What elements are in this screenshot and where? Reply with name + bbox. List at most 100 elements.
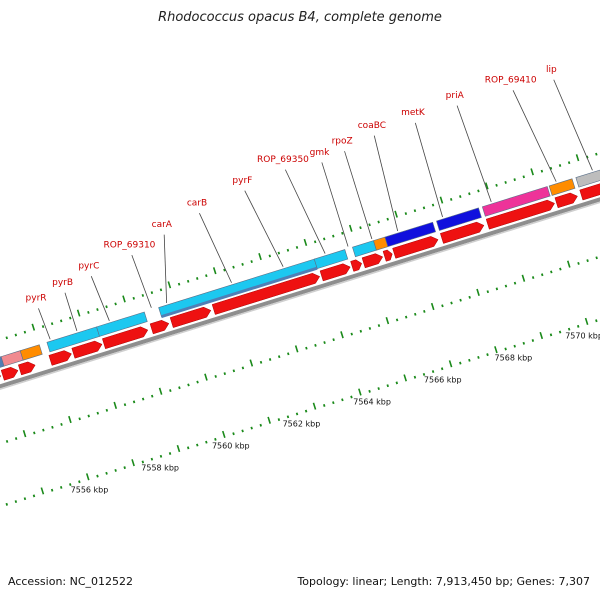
tick-mark [5, 336, 8, 340]
tick-mark [332, 234, 335, 238]
gene-leader-line [163, 234, 168, 303]
cds-arrow[interactable] [71, 340, 103, 359]
gene-leader-line [38, 308, 51, 340]
feature-block[interactable] [19, 344, 43, 361]
cds-arrow[interactable] [579, 177, 600, 201]
tick-mark [60, 423, 63, 426]
tick-mark [468, 192, 471, 196]
gene-label[interactable]: coaBC [358, 121, 386, 131]
tick-mark [5, 502, 9, 506]
feature-block[interactable] [436, 207, 482, 231]
tick-mark [277, 251, 281, 255]
tick-mark [312, 402, 317, 410]
gene-label[interactable]: gmk [310, 148, 330, 158]
gene-leader-line [344, 151, 373, 240]
feature-block[interactable] [384, 221, 436, 247]
cds-arrow[interactable] [149, 319, 170, 335]
gene-label[interactable]: priA [446, 91, 465, 101]
tick-mark [332, 338, 335, 342]
tick-mark [422, 372, 426, 376]
gene-label[interactable]: pyrC [78, 262, 99, 272]
tick-mark [359, 226, 362, 230]
gene-label[interactable]: rpoZ [332, 137, 353, 147]
tick-mark [232, 432, 235, 436]
cds-arrow[interactable] [169, 306, 212, 328]
feature-block[interactable] [575, 166, 600, 188]
tick-mark [522, 175, 525, 179]
tick-mark [350, 395, 353, 399]
tick-mark [558, 330, 562, 334]
gene-label[interactable]: pyrF [232, 176, 252, 186]
tick-mark [105, 305, 108, 309]
gene-label[interactable]: carB [187, 199, 207, 209]
cds-arrow[interactable] [392, 236, 439, 259]
feature-block-underlay[interactable] [161, 266, 318, 319]
tick-mark [323, 404, 326, 407]
tick-mark [50, 322, 54, 326]
gene-label[interactable]: metK [401, 108, 426, 118]
cds-arrow[interactable] [18, 361, 36, 376]
tick-mark [459, 361, 462, 365]
tick-mark [549, 166, 553, 170]
feature-block[interactable] [96, 311, 148, 337]
tick-mark [187, 383, 190, 387]
tick-mark [468, 295, 471, 299]
cds-arrow[interactable] [48, 350, 72, 366]
tick-mark [78, 480, 81, 484]
tick-mark [441, 304, 444, 308]
feature-block[interactable] [548, 178, 576, 196]
tick-mark [413, 375, 417, 379]
cds-arrow[interactable] [382, 249, 393, 262]
tick-mark [196, 380, 199, 384]
cds-arrow[interactable] [0, 373, 2, 388]
tick-mark [69, 483, 72, 487]
tick-mark [141, 397, 145, 401]
gene-label[interactable]: ROP_69350 [257, 155, 309, 165]
cds-arrow[interactable] [319, 263, 351, 282]
cds-arrow[interactable] [211, 273, 321, 315]
cds-arrow[interactable] [361, 253, 384, 269]
cds-arrow[interactable] [485, 199, 555, 230]
tick-mark [268, 358, 272, 361]
tick-mark [567, 161, 571, 165]
tick-mark [196, 443, 199, 447]
gene-leader-line [199, 212, 232, 283]
tick-mark [232, 265, 235, 269]
tick-mark [196, 277, 199, 280]
tick-mark [286, 248, 290, 252]
feature-block[interactable] [313, 249, 349, 270]
tick-mark [14, 333, 18, 337]
tick-mark [448, 360, 453, 368]
cds-arrow[interactable] [554, 192, 578, 209]
feature-block[interactable] [0, 350, 24, 367]
tick-mark [186, 446, 190, 450]
tick-mark [486, 353, 489, 357]
tick-mark [223, 268, 226, 272]
tick-mark [303, 238, 308, 247]
gene-label[interactable]: ROP_69310 [104, 241, 156, 251]
gene-label[interactable]: ROP_69410 [485, 76, 537, 86]
tick-mark [340, 331, 344, 339]
tick-mark [395, 318, 399, 322]
cds-arrow[interactable] [350, 259, 363, 272]
tick-mark [504, 284, 508, 288]
backbone-track [0, 197, 600, 389]
tick-mark [468, 358, 471, 362]
tick-mark [423, 310, 426, 313]
gene-label[interactable]: pyrR [26, 294, 47, 304]
cds-arrow[interactable] [440, 221, 485, 244]
cds-arrow[interactable] [102, 326, 149, 350]
tick-mark [385, 317, 390, 325]
feature-block[interactable] [481, 186, 551, 217]
tick-mark [513, 178, 516, 182]
tick-mark [313, 240, 317, 244]
gene-label[interactable]: lip [546, 65, 557, 75]
gene-label[interactable]: pyrB [52, 278, 73, 288]
tick-mark [241, 429, 244, 433]
tick-mark [76, 309, 81, 317]
gene-label[interactable]: carA [152, 220, 173, 230]
upper-tick-row [5, 152, 598, 340]
cds-arrow[interactable] [0, 366, 19, 381]
tick-mark [341, 231, 344, 235]
